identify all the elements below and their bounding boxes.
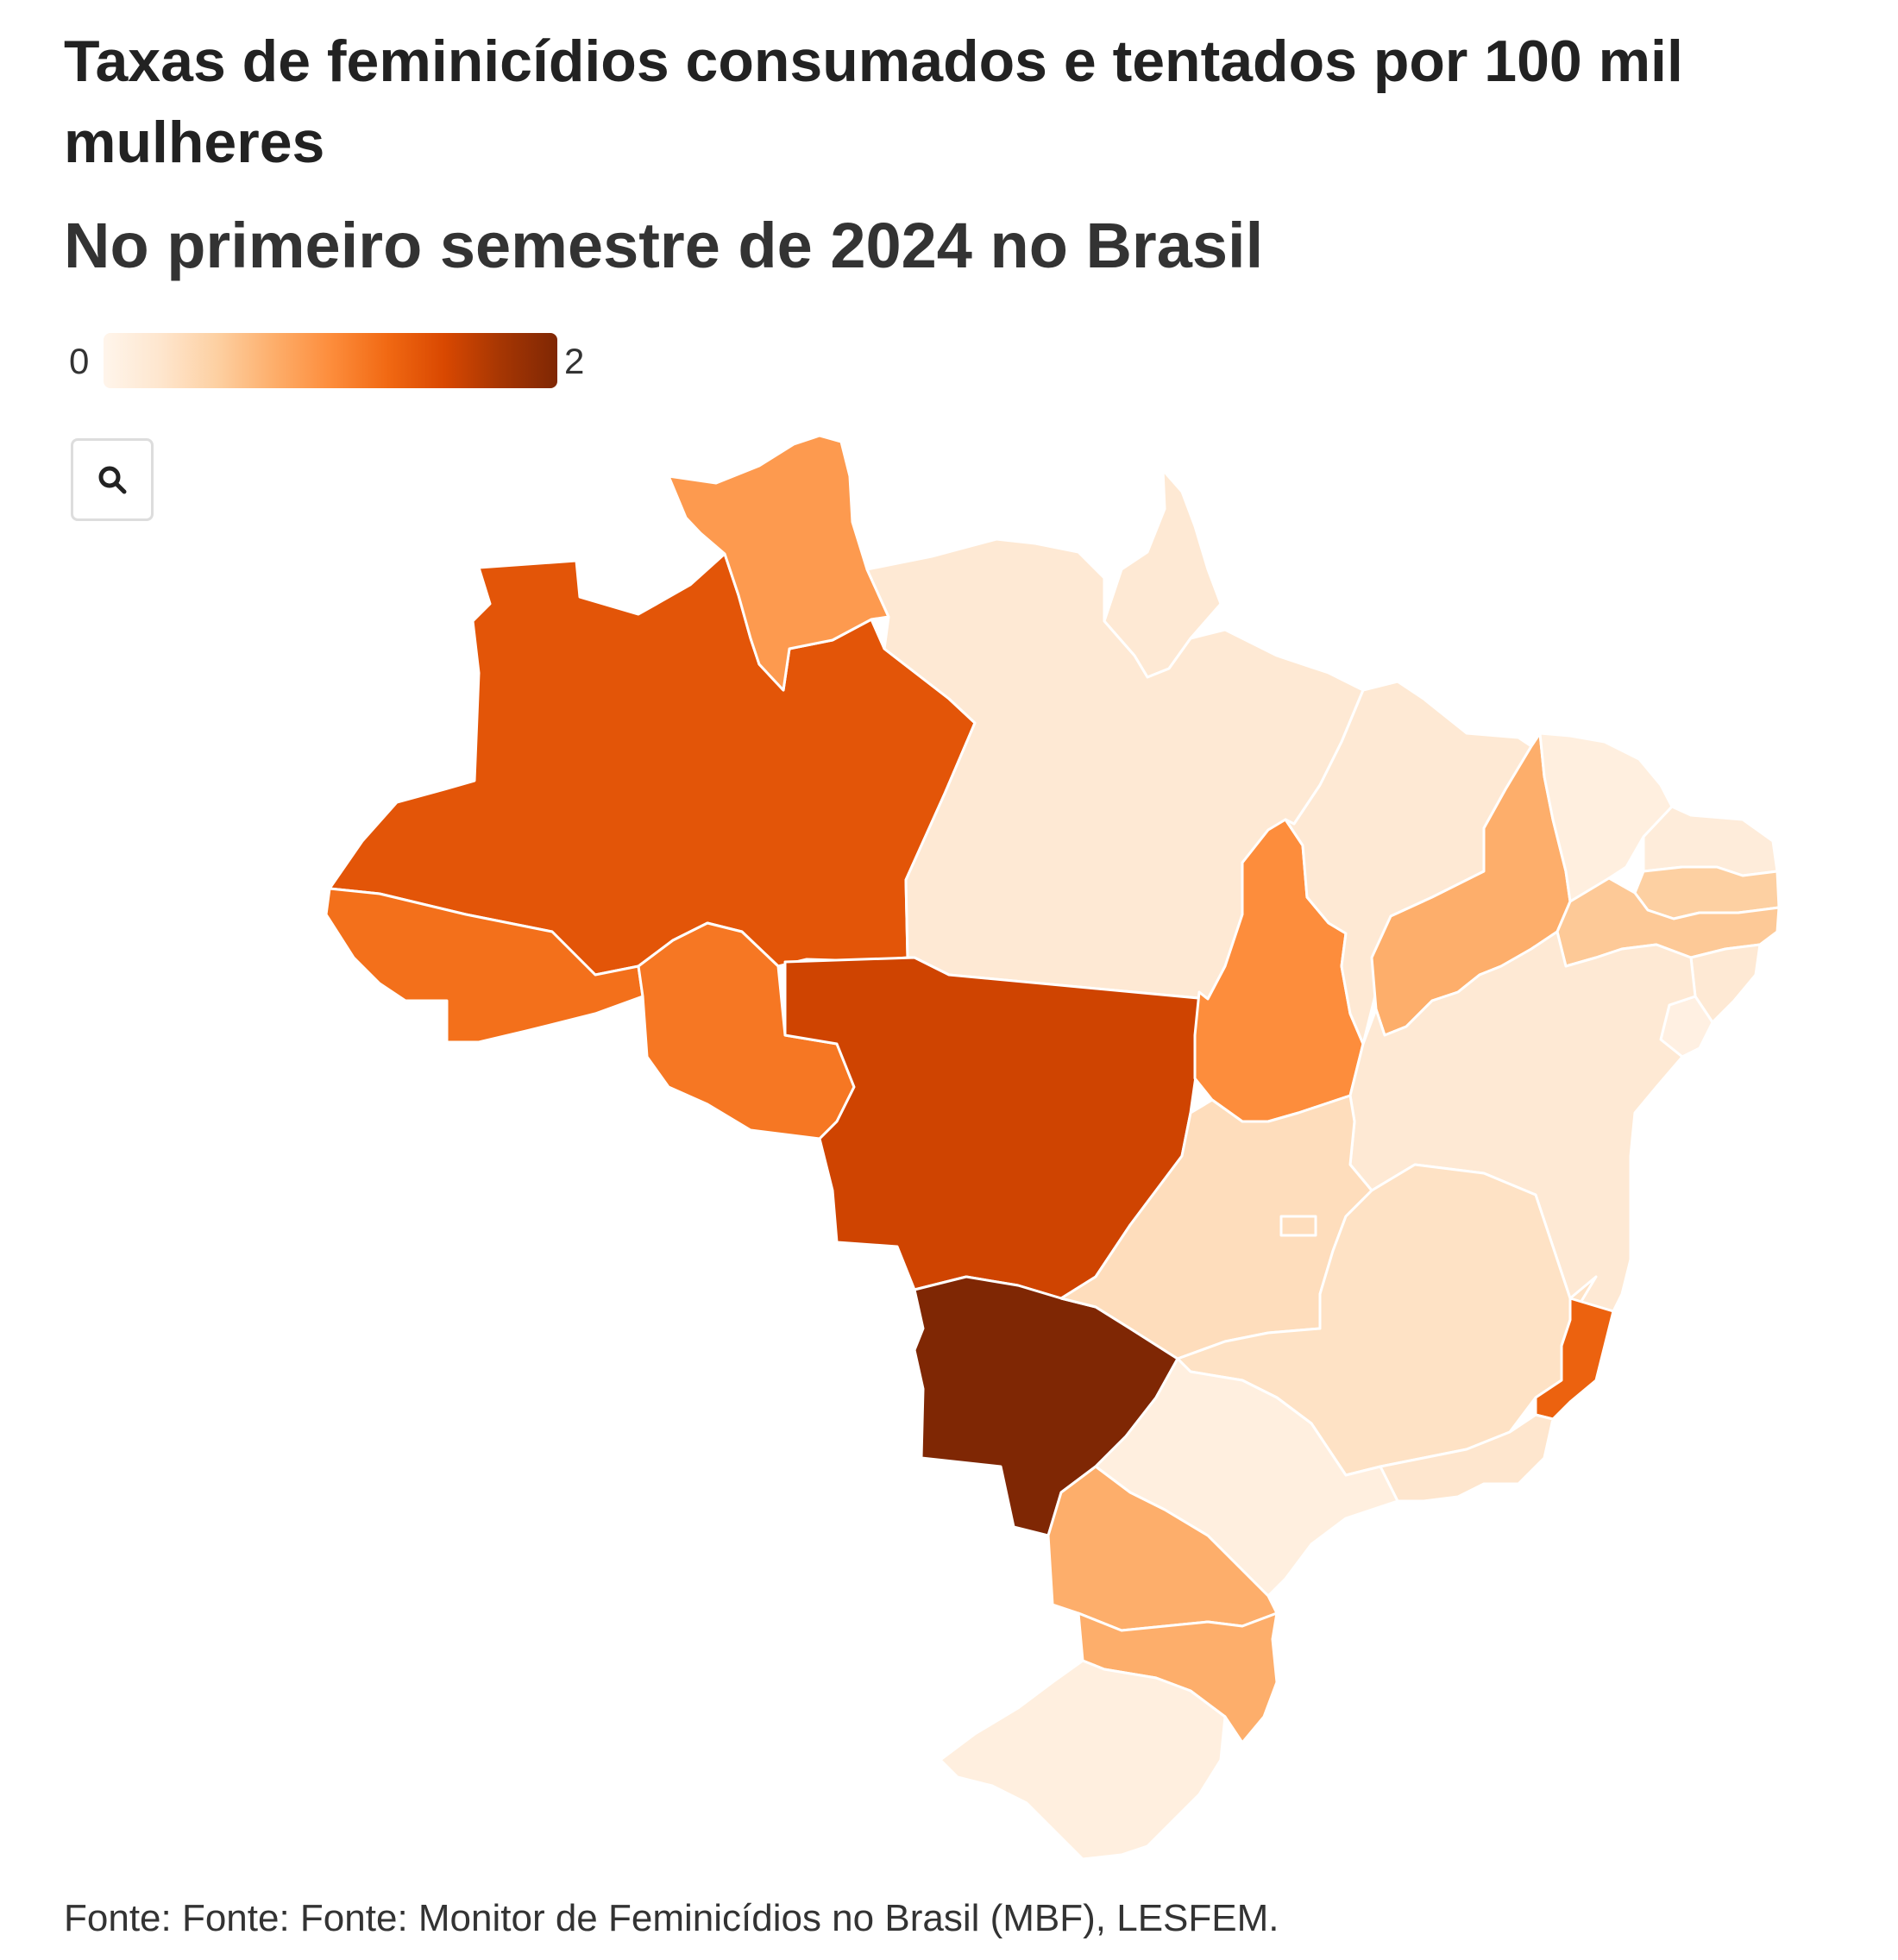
color-legend: 0 2 [64, 333, 599, 390]
state-RN[interactable] [1642, 805, 1779, 877]
legend-max-label: 2 [564, 341, 585, 381]
chart-title: Taxas de feminicídios consumados e tenta… [64, 28, 1683, 175]
state-AC[interactable] [324, 887, 644, 1044]
state-DF[interactable] [1279, 1215, 1317, 1237]
state-RS[interactable] [939, 1659, 1227, 1861]
state-RJ[interactable] [1379, 1413, 1555, 1503]
state-CE[interactable] [1538, 732, 1674, 903]
legend-gradient-bar [104, 333, 557, 388]
search-icon [98, 466, 127, 494]
zoom-button[interactable] [71, 438, 154, 521]
source-note: Fonte: Fonte: Fonte: Monitor de Feminicí… [64, 1897, 1279, 1939]
state-RR[interactable] [667, 434, 890, 692]
chart-subtitle: No primeiro semestre de 2024 no Brasil [64, 210, 1264, 281]
state-MA[interactable] [1284, 680, 1533, 1046]
legend-min-label: 0 [69, 341, 90, 381]
